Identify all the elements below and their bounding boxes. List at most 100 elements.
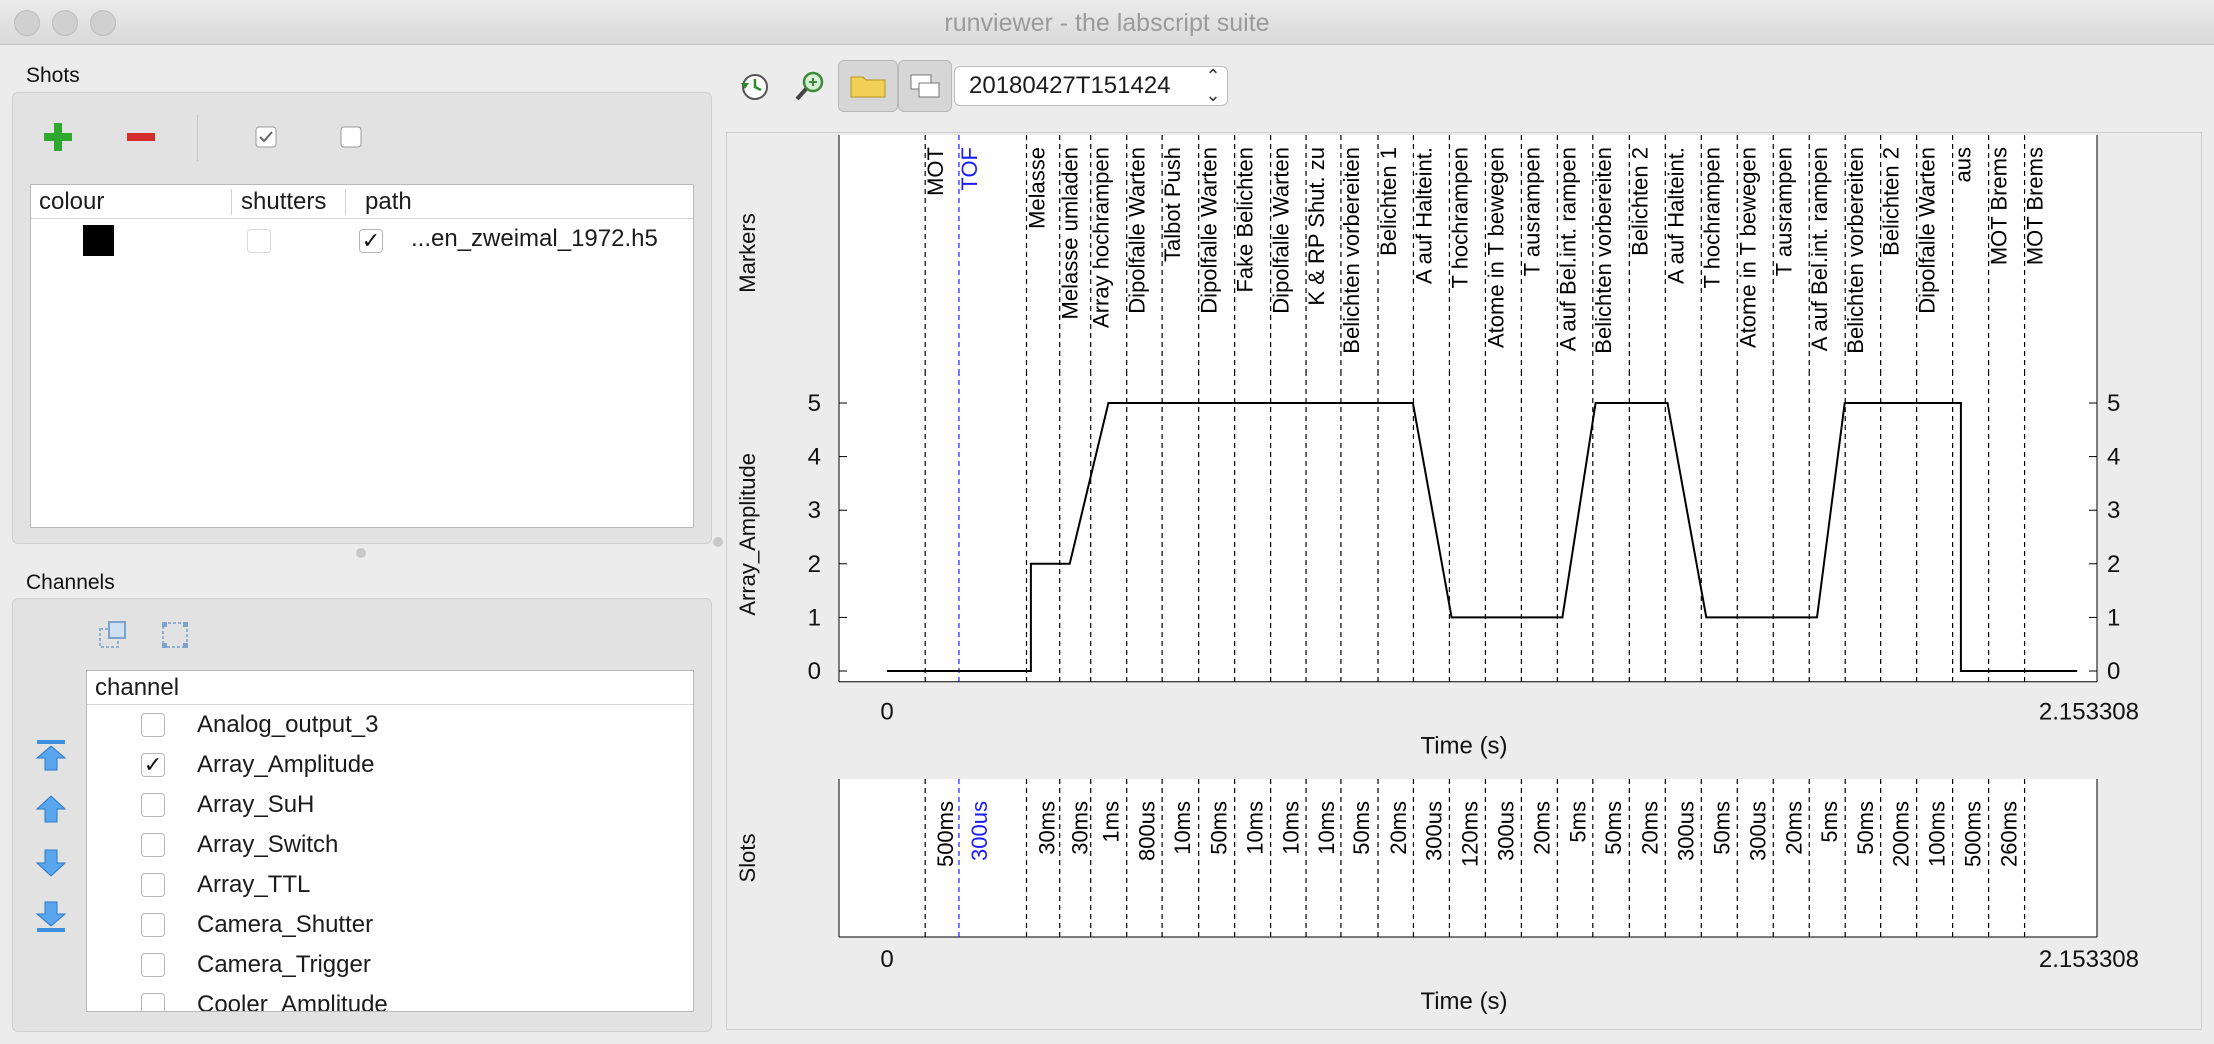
marker-label: K & RP Shut. zu [1304,147,1329,306]
marker-lines [924,135,2026,371]
zoom-window-button[interactable] [90,10,116,36]
marker-label: Belichten 1 [1376,147,1401,256]
channel-checkbox[interactable] [141,873,165,897]
zoom-button[interactable] [786,62,834,110]
window-title: runviewer - the labscript suite [944,9,1270,37]
y-tick-label-right: 4 [2107,444,2120,471]
channel-checkbox[interactable] [141,833,165,857]
marker-labels: MOT TOF Melasse Melasse umladen Array hochra… [923,147,2047,354]
column-header-channel[interactable]: channel [87,671,693,705]
channel-row[interactable]: Analog_output_3 [87,705,691,745]
collapse-channels-button[interactable] [155,615,195,655]
slot-duration-label: 500ms [1961,801,1986,867]
channel-checkbox[interactable] [141,913,165,937]
channel-checkbox[interactable] [141,953,165,977]
shot-time-select[interactable]: 20180427T151424 ⌃ ⌄ [954,66,1228,106]
shot-enabled-checkbox[interactable]: ✓ [359,229,383,253]
shots-table: colour shutters path ✓ ...en_zweimal_197… [30,184,694,528]
toolbar-divider [197,115,198,161]
y-tick-label-left: 0 [808,658,821,685]
markers-panel-bg [839,135,2097,371]
title-bar: runviewer - the labscript suite [0,0,2214,45]
marker-label: Array hochrampen [1089,147,1114,328]
marker-label: Melasse umladen [1058,147,1083,319]
slot-duration-label: 50ms [1709,801,1734,855]
shot-colour-swatch[interactable] [83,225,114,256]
channel-row[interactable]: Camera_Trigger [87,945,691,985]
marker-label: Dipolfalle Warten [1125,147,1150,314]
column-header-colour[interactable]: colour [31,185,233,219]
expand-channels-button[interactable] [93,615,133,655]
slot-duration-label: 10ms [1243,801,1268,855]
channels-list[interactable]: channel Analog_output_3 ✓ Array_Amplitude A… [86,670,694,1012]
marker-label: Dipolfalle Warten [1269,147,1294,314]
channel-rows: Analog_output_3 ✓ Array_Amplitude Array_SuH… [87,705,693,1011]
slot-duration-label: 500ms [933,801,958,867]
move-bottom-icon [35,901,67,932]
marker-label: Atome in T bewegen [1735,147,1760,348]
channel-row[interactable]: Cooler_Amplitude [87,985,691,1011]
minimize-window-button[interactable] [52,10,78,36]
channel-checkbox[interactable] [141,993,165,1011]
move-to-top-button[interactable] [31,735,71,775]
channel-label: Camera_Shutter [197,911,374,938]
channel-checkbox[interactable] [141,793,165,817]
marker-label: A auf Halteint. [1663,147,1688,284]
marker-label: Melasse [1024,147,1049,229]
channels-section-label: Channels [26,571,115,594]
y-tick-label-right: 5 [2107,390,2120,417]
channel-row[interactable]: ✓ Array_Amplitude [87,745,691,785]
layout-button[interactable] [898,60,952,112]
marker-label: TOF [957,147,982,191]
slot-duration-label: 10ms [1314,801,1339,855]
channel-row[interactable]: Array_Switch [87,825,691,865]
zoom-icon [795,71,824,101]
y-tick-label-left: 1 [808,604,821,631]
splitter-handle[interactable] [356,548,366,558]
slot-duration-label: 20ms [1637,801,1662,855]
slot-duration-label: 200ms [1889,801,1914,867]
select-collapse-icon [162,622,188,648]
slot-duration-label: 50ms [1853,801,1878,855]
arrow-down-icon [35,849,67,877]
marker-label: A auf Bel.int. rampen [1807,147,1832,351]
channel-label: Array_SuH [197,791,315,818]
marker-label: Dipolfalle Warten [1915,147,1940,314]
shot-row[interactable]: ✓ ...en_zweimal_1972.h5 [31,219,693,259]
updown-arrows-icon: ⌃ ⌄ [1205,66,1221,105]
marker-label: T ausrampen [1771,147,1796,276]
slots-x-tick-end: 2.153308 [2039,946,2139,973]
plot-area[interactable]: Markers MOT TOF Melasse Melasse umladen Array… [726,132,2202,1030]
slots-x-axis-label: Time (s) [1420,988,1507,1015]
slot-duration-label: 300us [967,801,992,861]
channel-checkbox[interactable]: ✓ [141,753,165,777]
array-amplitude-line [887,402,2078,672]
close-window-button[interactable] [14,10,40,36]
column-header-shutters[interactable]: shutters [233,185,357,219]
x-tick-label-start: 0 [880,699,893,726]
shot-shutters-checkbox[interactable] [247,229,271,253]
marker-label: Atome in T bewegen [1483,147,1508,348]
reset-view-button[interactable] [730,62,778,110]
move-down-button[interactable] [31,843,71,883]
open-folder-button[interactable] [838,60,898,112]
channel-row[interactable]: Camera_Shutter [87,905,691,945]
remove-shot-button[interactable] [114,113,168,161]
y-tick-label-right: 0 [2107,658,2120,685]
channel-row[interactable]: Array_TTL [87,865,691,905]
shots-section-label: Shots [26,64,80,87]
vertical-splitter-handle[interactable] [713,537,723,547]
move-to-bottom-button[interactable] [31,897,71,937]
move-up-button[interactable] [31,789,71,829]
check-all-button[interactable] [239,113,293,161]
add-shot-button[interactable] [31,113,85,161]
column-header-path[interactable]: path [357,185,693,219]
y-tick-label-right: 3 [2107,497,2120,524]
marker-label: Belichten vorbereiten [1339,147,1364,354]
marker-label: Fake Belichten [1233,147,1258,293]
channel-checkbox[interactable] [141,713,165,737]
channel-row[interactable]: Array_SuH [87,785,691,825]
uncheck-all-button[interactable] [324,113,378,161]
